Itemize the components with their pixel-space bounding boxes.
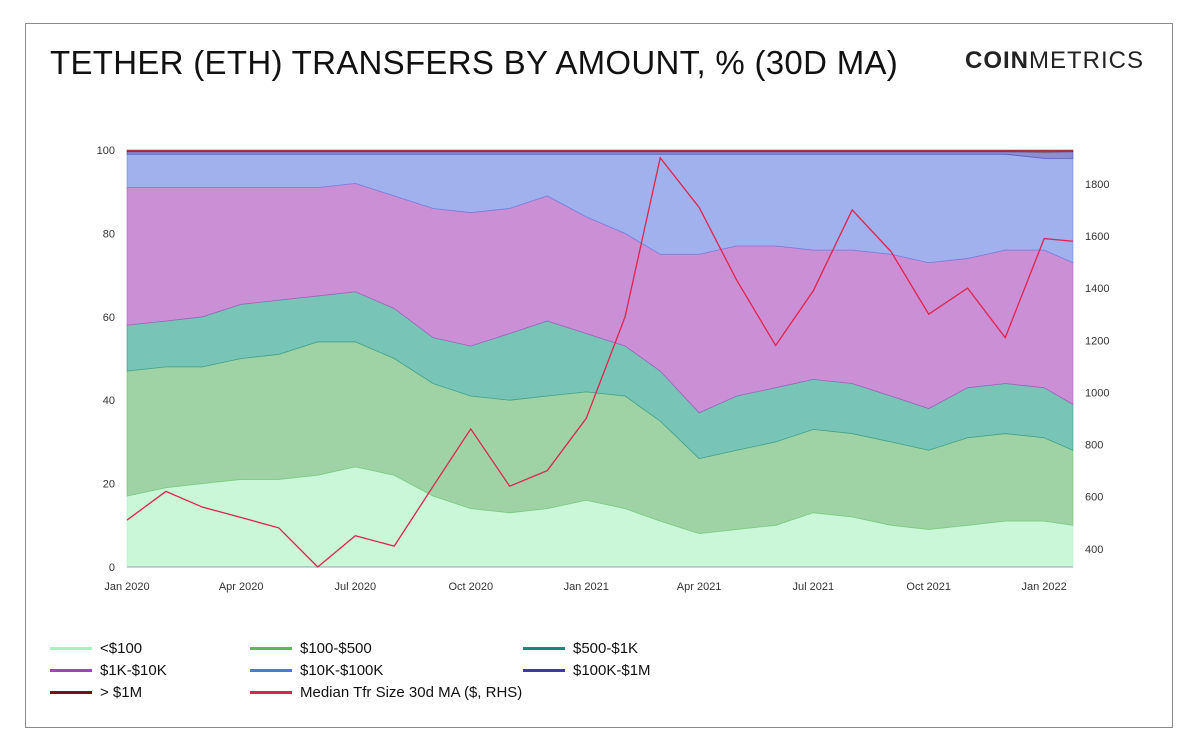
legend-item[interactable]: $500-$1K	[523, 640, 638, 657]
x-tick-label: Jan 2021	[564, 581, 609, 593]
x-tick-label: Oct 2020	[448, 581, 493, 593]
y-left-tick-label: 0	[109, 562, 115, 574]
legend-item[interactable]: > $1M	[50, 684, 142, 701]
legend-item[interactable]: $10K-$100K	[250, 662, 383, 679]
legend-item[interactable]: $100-$500	[250, 640, 372, 657]
y-right-tick-label: 1800	[1085, 179, 1109, 191]
legend-label: > $1M	[100, 684, 143, 701]
y-right-tick-label: 1400	[1085, 283, 1109, 295]
legend-label: <$100	[100, 640, 143, 657]
y-right-tick-label: 600	[1085, 492, 1103, 504]
logo-bold-text: COIN	[965, 47, 1029, 74]
legend-item[interactable]: <$100	[50, 640, 142, 657]
median-transfer-line	[126, 156, 1074, 568]
legend-label: Median Tfr Size 30d MA ($, RHS)	[300, 684, 523, 701]
legend-swatch	[523, 669, 565, 672]
x-tick-label: Jul 2020	[335, 581, 377, 593]
y-left-tick-label: 100	[97, 145, 115, 157]
x-tick-label: Oct 2021	[906, 581, 951, 593]
y-left-tick-label: 80	[103, 228, 115, 240]
y-left-tick-label: 60	[103, 312, 115, 324]
x-tick-label: Apr 2021	[677, 581, 722, 593]
legend-label: $1K-$10K	[100, 662, 167, 679]
y-right-tick-label: 1600	[1085, 231, 1109, 243]
y-left-tick-label: 40	[103, 395, 115, 407]
y-right-tick-label: 1200	[1085, 335, 1109, 347]
legend-label: $10K-$100K	[300, 662, 384, 679]
legend-swatch	[50, 691, 92, 694]
legend-item[interactable]: $100K-$1M	[523, 662, 651, 679]
y-right-tick-label: 1000	[1085, 387, 1109, 399]
y-right-tick-label: 800	[1085, 440, 1103, 452]
y-left-tick-label: 20	[103, 479, 115, 491]
legend-swatch	[250, 669, 292, 672]
y-right-tick-label: 400	[1085, 544, 1103, 556]
x-tick-label: Jul 2021	[792, 581, 834, 593]
chart-legend: <$100 $100-$500 $500-$1K $1K-$10K $10K-$100K…	[50, 640, 770, 710]
legend-label: $100-$500	[300, 640, 372, 657]
legend-label: $500-$1K	[573, 640, 639, 657]
legend-swatch	[50, 647, 92, 650]
legend-swatch	[523, 647, 565, 650]
legend-item[interactable]: $1K-$10K	[50, 662, 167, 679]
coinmetrics-logo: COINMETRICS	[965, 47, 1144, 75]
x-tick-label: Jan 2020	[104, 581, 149, 593]
x-tick-label: Apr 2020	[219, 581, 264, 593]
legend-swatch	[250, 647, 292, 650]
x-tick-label: Jan 2022	[1022, 581, 1067, 593]
legend-label: $100K-$1M	[573, 662, 651, 679]
legend-item[interactable]: Median Tfr Size 30d MA ($, RHS)	[250, 684, 522, 701]
logo-light-text: METRICS	[1029, 47, 1144, 74]
chart-title: TETHER (ETH) TRANSFERS BY AMOUNT, % (30D…	[50, 44, 899, 81]
legend-swatch	[250, 691, 292, 694]
area-series-6	[126, 149, 1074, 153]
legend-swatch	[50, 669, 92, 672]
